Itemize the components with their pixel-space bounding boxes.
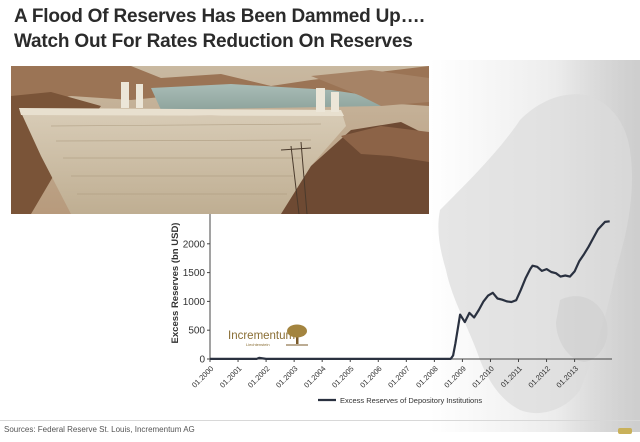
y-tick-label: 1500 — [183, 268, 206, 279]
chart-legend: Excess Reserves of Depository Institutio… — [318, 396, 482, 405]
x-tick-label: 01.2009 — [442, 364, 468, 390]
incrementum-logo: Incrementum Liechtenstein — [228, 324, 308, 347]
tree-icon — [286, 324, 308, 346]
x-tick-label: 01.2004 — [302, 364, 328, 390]
x-tick-label: 01.2002 — [246, 364, 272, 390]
slide-title-line-2: Watch Out For Rates Reduction On Reserve… — [14, 31, 413, 52]
x-tick-label: 01.2006 — [358, 364, 384, 390]
x-tick-label: 01.2007 — [386, 364, 412, 390]
corner-logo-mark — [618, 428, 632, 434]
footer-divider — [0, 420, 640, 421]
logo-subtitle: Liechtenstein — [246, 342, 270, 347]
intake-towers — [121, 82, 339, 112]
dam-photo — [11, 66, 429, 214]
x-tick-label: 01.2001 — [218, 364, 244, 390]
y-tick-label: 500 — [188, 326, 205, 337]
y-tick-labels: 0 500 1000 1500 2000 — [183, 239, 210, 366]
slide-title-line-1: A Flood Of Reserves Has Been Dammed Up…. — [14, 6, 425, 27]
x-tick-label: 01.2008 — [414, 364, 440, 390]
source-note: Sources: Federal Reserve St. Louis, Incr… — [4, 425, 195, 434]
power-lines — [280, 141, 312, 214]
y-axis-label: Excess Reserves (bn USD) — [170, 223, 181, 344]
map-shape — [438, 94, 633, 414]
x-tick-label: 01.2005 — [330, 364, 356, 390]
x-tick-label: 01.2003 — [274, 364, 300, 390]
map-shape — [556, 296, 608, 362]
world-map-silhouette — [438, 94, 633, 414]
y-tick-label: 2000 — [183, 239, 206, 250]
logo-name: Incrementum — [228, 330, 295, 342]
legend-label: Excess Reserves of Depository Institutio… — [340, 396, 482, 405]
y-tick-label: 0 — [199, 355, 205, 366]
series-line-excess-reserves — [210, 220, 610, 360]
y-tick-label: 1000 — [183, 297, 206, 308]
x-tick-label: 01.2000 — [190, 364, 216, 390]
